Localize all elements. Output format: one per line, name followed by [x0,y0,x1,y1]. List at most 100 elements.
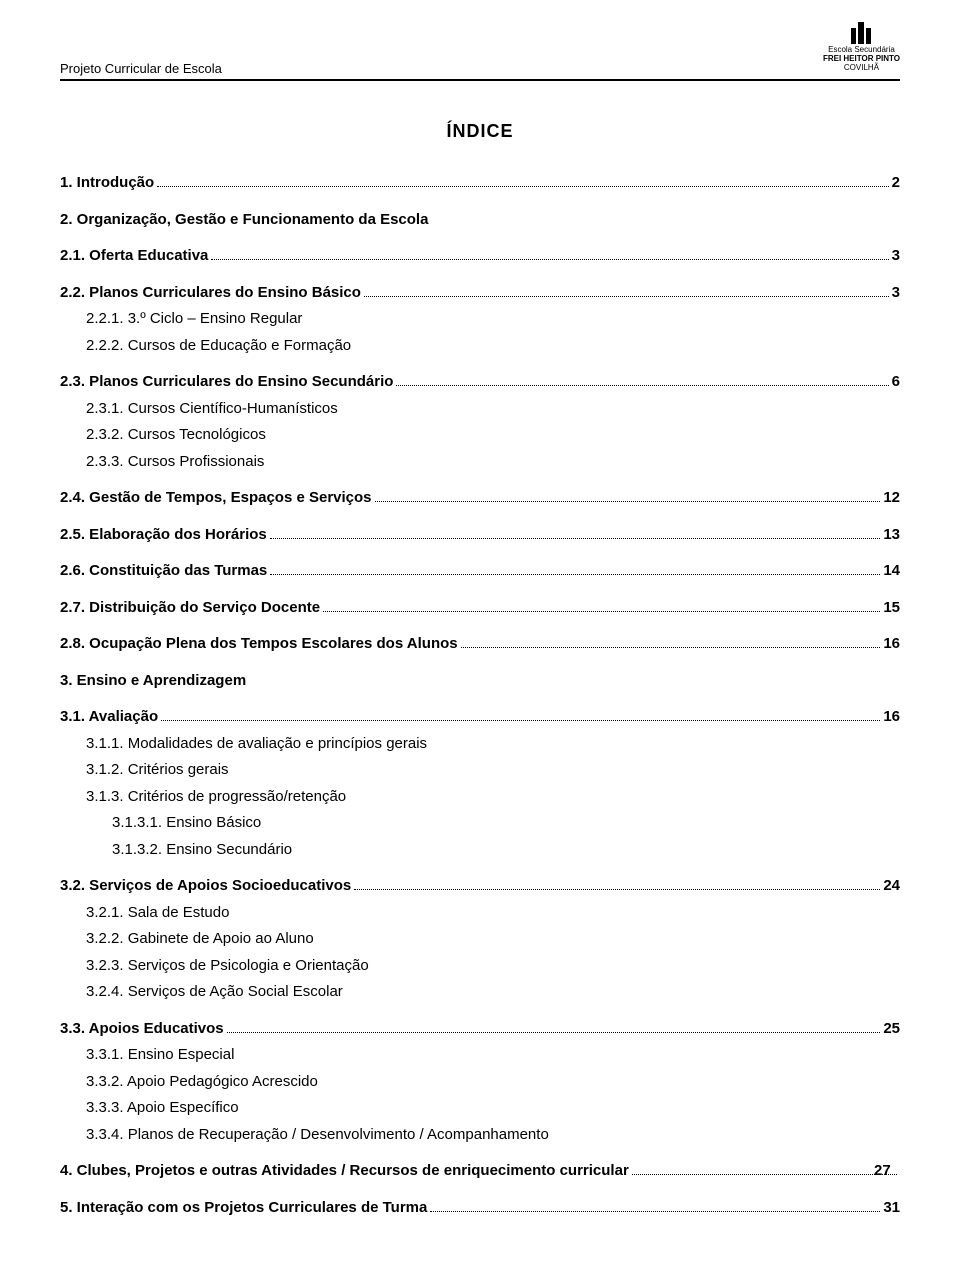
toc-entry: 3.1. Avaliação 16 [60,706,900,729]
toc-leader [461,647,881,648]
toc-label: 4. Clubes, Projetos e outras Atividades … [86,1160,629,1183]
toc-entry: 2.7. Distribuição do Serviço Docente 15 [60,597,900,620]
toc-label: 2.2. Planos Curriculares do Ensino Básic… [60,282,361,305]
toc-leader [270,574,880,575]
table-of-contents: 1. Introdução 2 2. Organização, Gestão e … [60,172,900,1219]
toc-label: 2. Organização, Gestão e Funcionamento d… [60,209,428,232]
toc-entry: 3.1.2. Critérios gerais [60,759,900,782]
toc-page: 6 [892,371,900,394]
toc-label: 3.1. Avaliação [60,706,158,729]
toc-entry: 3.3.2. Apoio Pedagógico Acrescido [60,1071,900,1094]
toc-entry: 3.1.3.1. Ensino Básico [60,812,900,835]
toc-label: 1. Introdução [60,172,154,195]
toc-leader [161,720,880,721]
toc-entry: 2.3.2. Cursos Tecnológicos [60,424,900,447]
crest-icon [847,20,875,44]
toc-page: 24 [883,875,900,898]
toc-page: 2 [892,172,900,195]
document-page: Projeto Curricular de Escola Escola Secu… [0,0,960,1263]
toc-label: 3.2.1. Sala de Estudo [86,902,229,925]
toc-label: 5. Interação com os Projetos Curriculare… [60,1197,427,1220]
toc-page: 15 [883,597,900,620]
toc-label: 2.2.1. 3.º Ciclo – Ensino Regular [86,308,302,331]
toc-page: 25 [883,1018,900,1041]
toc-entry: 2.2.2. Cursos de Educação e Formação [60,335,900,358]
toc-entry: 3.2. Serviços de Apoios Socioeducativos … [60,875,900,898]
toc-page: 3 [892,282,900,305]
toc-label: 2.3.3. Cursos Profissionais [86,451,264,474]
toc-label: 3.2.3. Serviços de Psicologia e Orientaç… [86,955,369,978]
toc-entry: 2.2.1. 3.º Ciclo – Ensino Regular [60,308,900,331]
toc-entry: 3. Ensino e Aprendizagem [60,670,900,693]
toc-label: 2.7. Distribuição do Serviço Docente [60,597,320,620]
toc-label: 2.3.1. Cursos Científico-Humanísticos [86,398,338,421]
header-left-text: Projeto Curricular de Escola [60,61,222,76]
logo-line-3: COVILHÃ [823,64,900,73]
toc-label: 2.3. Planos Curriculares do Ensino Secun… [60,371,393,394]
toc-label: 2.5. Elaboração dos Horários [60,524,267,547]
toc-label: 3.1.2. Critérios gerais [86,759,229,782]
toc-label: 3.3. Apoios Educativos [60,1018,224,1041]
toc-entry: 4. Clubes, Projetos e outras Atividades … [60,1160,900,1183]
toc-label: 3.3.1. Ensino Especial [86,1044,234,1067]
toc-entry: 2.8. Ocupação Plena dos Tempos Escolares… [60,633,900,656]
toc-leader [227,1032,881,1033]
toc-entry: 3.2.2. Gabinete de Apoio ao Aluno [60,928,900,951]
toc-entry: 3.2.4. Serviços de Ação Social Escolar [60,981,900,1004]
toc-entry: 3.3. Apoios Educativos 25 [60,1018,900,1041]
toc-entry: 3.2.3. Serviços de Psicologia e Orientaç… [60,955,900,978]
toc-label: 2.6. Constituição das Turmas [60,560,267,583]
page-header: Projeto Curricular de Escola Escola Secu… [60,20,900,76]
toc-leader [270,538,881,539]
toc-label: 3. Ensino e Aprendizagem [60,670,246,693]
toc-entry: 3.1.3.2. Ensino Secundário [60,839,900,862]
toc-label: 3.1.3.1. Ensino Básico [112,812,261,835]
toc-label: 3.3.2. Apoio Pedagógico Acrescido [86,1071,318,1094]
toc-page: 13 [883,524,900,547]
toc-leader [632,1174,897,1175]
toc-entry: 3.2.1. Sala de Estudo [60,902,900,925]
toc-entry: 2.4. Gestão de Tempos, Espaços e Serviço… [60,487,900,510]
toc-leader [364,296,889,297]
toc-entry: 2.2. Planos Curriculares do Ensino Básic… [60,282,900,305]
toc-entry: 1. Introdução 2 [60,172,900,195]
toc-leader [354,889,880,890]
toc-page: 14 [883,560,900,583]
toc-label: 3.1.3. Critérios de progressão/retenção [86,786,346,809]
toc-entry: 2. Organização, Gestão e Funcionamento d… [60,209,900,232]
toc-entry: 5. Interação com os Projetos Curriculare… [60,1197,900,1220]
toc-label: 3.2.4. Serviços de Ação Social Escolar [86,981,343,1004]
toc-entry: 3.3.3. Apoio Específico [60,1097,900,1120]
toc-label: 3.1.3.2. Ensino Secundário [112,839,292,862]
toc-leader [323,611,880,612]
toc-leader [211,259,888,260]
toc-label: 2.1. Oferta Educativa [60,245,208,268]
toc-entry: 2.1. Oferta Educativa 3 [60,245,900,268]
toc-leader [396,385,888,386]
toc-label: 2.4. Gestão de Tempos, Espaços e Serviço… [60,487,372,510]
toc-entry: 3.3.1. Ensino Especial [60,1044,900,1067]
toc-label: 3.2. Serviços de Apoios Socioeducativos [60,875,351,898]
school-logo: Escola Secundária FREI HEITOR PINTO COVI… [823,20,900,72]
toc-label: 3.2.2. Gabinete de Apoio ao Aluno [86,928,314,951]
toc-page: 16 [883,706,900,729]
toc-label: 2.3.2. Cursos Tecnológicos [86,424,266,447]
toc-leader [157,186,888,187]
toc-label: 2.8. Ocupação Plena dos Tempos Escolares… [60,633,458,656]
toc-entry: 3.1.3. Critérios de progressão/retenção [60,786,900,809]
toc-label: 3.3.4. Planos de Recuperação / Desenvolv… [86,1124,549,1147]
toc-leader [430,1211,880,1212]
toc-entry: 2.3.1. Cursos Científico-Humanísticos [60,398,900,421]
page-title: ÍNDICE [60,121,900,142]
toc-page: 16 [883,633,900,656]
toc-entry: 2.3.3. Cursos Profissionais [60,451,900,474]
toc-label: 3.1.1. Modalidades de avaliação e princí… [86,733,427,756]
toc-entry: 2.6. Constituição das Turmas 14 [60,560,900,583]
toc-entry: 3.1.1. Modalidades de avaliação e princí… [60,733,900,756]
toc-page: 31 [883,1197,900,1220]
toc-label: 2.2.2. Cursos de Educação e Formação [86,335,351,358]
header-rule [60,79,900,81]
toc-leader [375,501,881,502]
toc-page: 12 [883,487,900,510]
toc-page: 3 [892,245,900,268]
